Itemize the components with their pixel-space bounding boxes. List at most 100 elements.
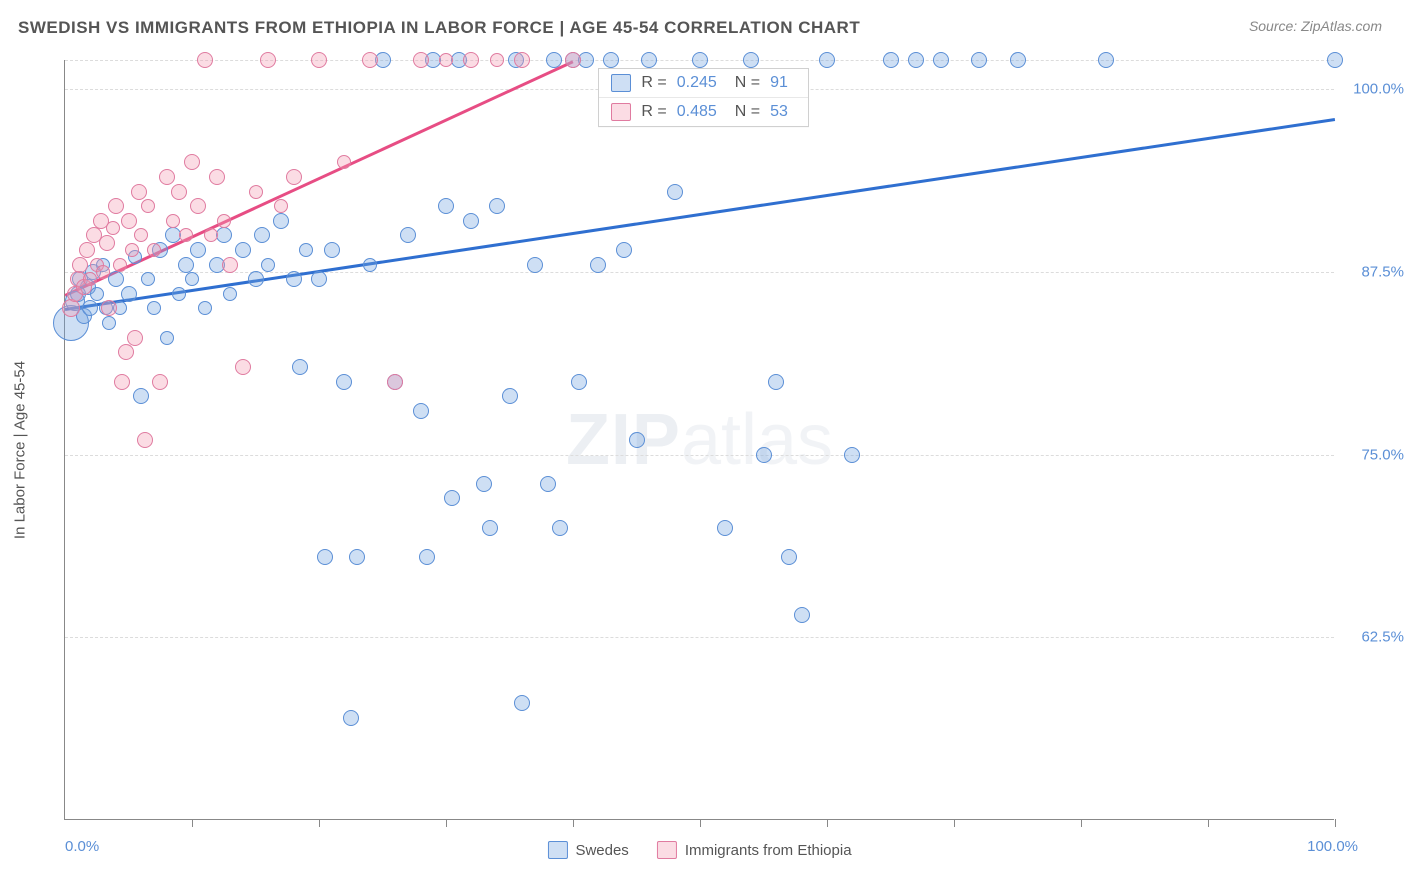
- data-point: [79, 242, 95, 258]
- data-point: [819, 52, 835, 68]
- stat-n-value: 53: [770, 103, 788, 121]
- header: SWEDISH VS IMMIGRANTS FROM ETHIOPIA IN L…: [0, 0, 1406, 46]
- x-tick: [954, 819, 955, 827]
- source-prefix: Source:: [1249, 18, 1301, 34]
- legend-item: Immigrants from Ethiopia: [657, 841, 852, 859]
- data-point: [106, 221, 120, 235]
- y-tick-label: 87.5%: [1344, 263, 1404, 280]
- data-point: [172, 287, 186, 301]
- data-point: [299, 243, 313, 257]
- data-point: [444, 490, 460, 506]
- data-point: [1010, 52, 1026, 68]
- data-point: [62, 299, 80, 317]
- data-point: [82, 300, 98, 316]
- data-point: [249, 185, 263, 199]
- data-point: [844, 447, 860, 463]
- data-point: [336, 374, 352, 390]
- source-attribution: Source: ZipAtlas.com: [1249, 18, 1382, 34]
- data-point: [179, 228, 193, 242]
- data-point: [141, 199, 155, 213]
- data-point: [362, 52, 378, 68]
- data-point: [603, 52, 619, 68]
- data-point: [121, 286, 137, 302]
- data-point: [248, 271, 264, 287]
- data-point: [311, 271, 327, 287]
- stat-n-label: N =: [735, 103, 760, 121]
- x-axis-min-label: 0.0%: [65, 838, 99, 855]
- data-point: [502, 388, 518, 404]
- y-tick-label: 100.0%: [1344, 81, 1404, 98]
- data-point: [781, 549, 797, 565]
- legend-item: Swedes: [547, 841, 628, 859]
- data-point: [971, 52, 987, 68]
- data-point: [311, 52, 327, 68]
- data-point: [131, 184, 147, 200]
- gridline: [65, 637, 1334, 638]
- data-point: [101, 300, 117, 316]
- data-point: [286, 169, 302, 185]
- data-point: [108, 271, 124, 287]
- data-point: [692, 52, 708, 68]
- data-point: [235, 359, 251, 375]
- data-point: [400, 227, 416, 243]
- stat-r-value: 0.245: [677, 74, 717, 92]
- x-tick: [1335, 819, 1336, 827]
- data-point: [261, 258, 275, 272]
- data-point: [743, 52, 759, 68]
- data-point: [222, 257, 238, 273]
- legend-label: Swedes: [575, 842, 628, 859]
- stat-n-label: N =: [735, 74, 760, 92]
- data-point: [274, 199, 288, 213]
- data-point: [147, 301, 161, 315]
- data-point: [343, 710, 359, 726]
- data-point: [72, 257, 88, 273]
- data-point: [108, 198, 124, 214]
- data-point: [413, 52, 429, 68]
- data-point: [552, 520, 568, 536]
- legend-swatch: [611, 103, 631, 121]
- data-point: [171, 184, 187, 200]
- data-point: [125, 243, 139, 257]
- x-tick: [573, 819, 574, 827]
- x-tick: [446, 819, 447, 827]
- data-point: [134, 228, 148, 242]
- data-point: [102, 316, 116, 330]
- data-point: [197, 52, 213, 68]
- data-point: [113, 258, 127, 272]
- data-point: [616, 242, 632, 258]
- data-point: [190, 242, 206, 258]
- data-point: [590, 257, 606, 273]
- stat-r-value: 0.485: [677, 103, 717, 121]
- x-tick: [319, 819, 320, 827]
- data-point: [273, 213, 289, 229]
- legend-swatch: [657, 841, 677, 859]
- data-point: [419, 549, 435, 565]
- data-point: [254, 227, 270, 243]
- data-point: [933, 52, 949, 68]
- data-point: [159, 169, 175, 185]
- data-point: [141, 272, 155, 286]
- legend-swatch: [547, 841, 567, 859]
- watermark-atlas: atlas: [681, 400, 833, 480]
- data-point: [514, 52, 530, 68]
- data-point: [571, 374, 587, 390]
- data-point: [118, 344, 134, 360]
- data-point: [185, 272, 199, 286]
- data-point: [349, 549, 365, 565]
- plot-area: ZIPatlas 0.0% 100.0% SwedesImmigrants fr…: [64, 60, 1334, 820]
- data-point: [223, 287, 237, 301]
- data-point: [114, 374, 130, 390]
- data-point: [99, 235, 115, 251]
- data-point: [324, 242, 340, 258]
- data-point: [629, 432, 645, 448]
- data-point: [489, 198, 505, 214]
- data-point: [209, 169, 225, 185]
- data-point: [667, 184, 683, 200]
- data-point: [439, 53, 453, 67]
- stats-row: R =0.245N =91: [599, 69, 808, 97]
- data-point: [317, 549, 333, 565]
- y-tick-label: 75.0%: [1344, 446, 1404, 463]
- x-tick: [1208, 819, 1209, 827]
- data-point: [387, 374, 403, 390]
- data-point: [235, 242, 251, 258]
